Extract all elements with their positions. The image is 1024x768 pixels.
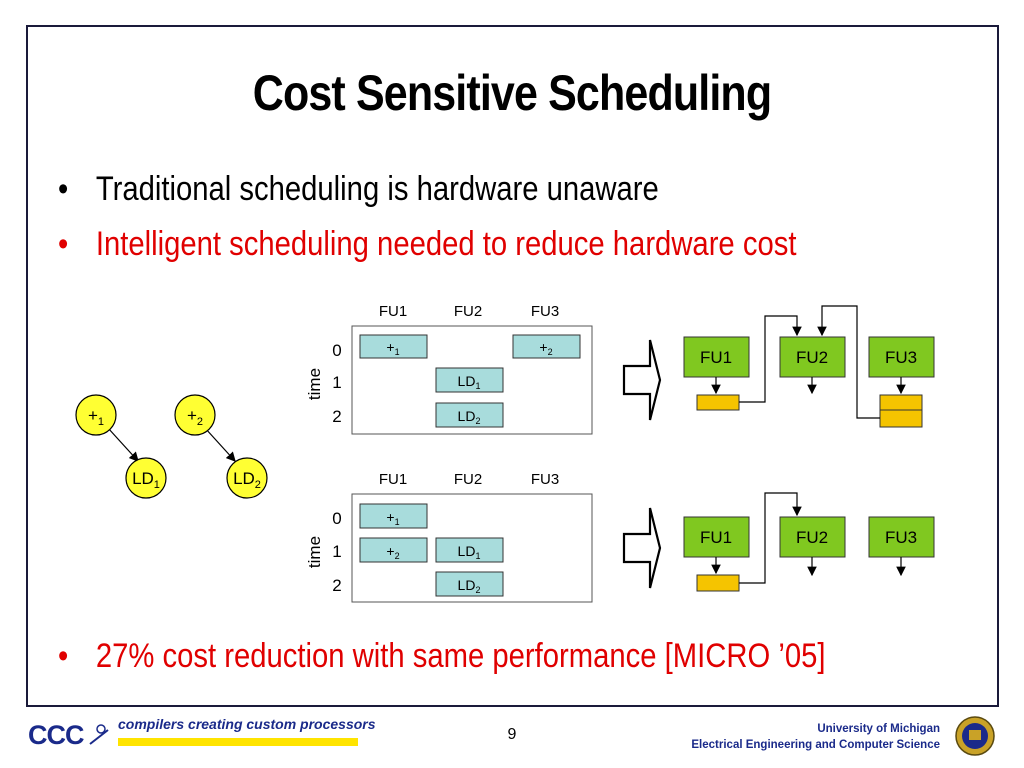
dfg-node-ld1 [125, 457, 167, 499]
footer-tagline: compilers creating custom processors [118, 716, 376, 732]
dfg-node-ld2-label: LD2 [233, 469, 261, 491]
fu-header-fu2: FU2 [454, 471, 482, 488]
fu-header-fu2: FU2 [454, 303, 482, 320]
hardware-top: FU1 FU2 FU3 [683, 305, 935, 428]
ccc-logo: CCC [28, 720, 84, 750]
dfg-node-add1-label: +1 [88, 406, 104, 428]
fu-header-fu1: FU1 [379, 303, 407, 320]
fu-block-fu3 [868, 336, 935, 378]
university-credit: University of Michigan Electrical Engine… [691, 721, 940, 753]
op-add1-label: +1 [386, 509, 399, 527]
fu-block-fu2 [779, 336, 846, 378]
bullet-1: • Traditional scheduling is hardware unaw… [58, 170, 659, 209]
op-add2-label: +2 [539, 339, 552, 357]
op-ld1-label: LD1 [458, 373, 481, 391]
dfg-node-ld2 [226, 457, 268, 499]
op-add1-label: +1 [386, 339, 399, 357]
schedule-top: FU1 FU2 FU3 time 0 1 2 +1 +2 LD1 LD2 [305, 303, 593, 435]
result-arrow-icon [622, 507, 662, 589]
op-ld2-label: LD2 [458, 577, 481, 595]
op-ld2-label: LD2 [458, 408, 481, 426]
op-add2 [512, 334, 581, 359]
register-block [696, 574, 740, 592]
fu-header-fu3: FU3 [531, 471, 559, 488]
hardware-bottom: FU1 FU2 FU3 [683, 492, 935, 592]
bullet-dot: • [58, 637, 69, 675]
fu-block-label: FU3 [885, 348, 917, 367]
time-row-1: 1 [332, 373, 341, 392]
bullet-3-text: 27% cost reduction with same performance… [95, 637, 826, 675]
dfg-node-add1 [75, 394, 117, 436]
bullet-dot: • [58, 225, 69, 263]
time-axis-label: time [305, 368, 324, 400]
bullet-1-text: Traditional scheduling is hardware unawa… [95, 170, 659, 208]
register-block [879, 409, 923, 428]
slide-title: Cost Sensitive Scheduling [252, 65, 772, 121]
fu-block-label: FU1 [700, 528, 732, 547]
register-block [696, 394, 740, 411]
bullet-dot: • [58, 170, 69, 208]
op-ld2 [435, 402, 504, 428]
fu-header-fu3: FU3 [531, 303, 559, 320]
op-ld1 [435, 537, 504, 563]
op-ld1 [435, 367, 504, 393]
dfg-node-add2 [174, 394, 216, 436]
time-row-2: 2 [332, 407, 341, 426]
fu-block-fu2 [779, 516, 846, 558]
tagline-bar [118, 738, 358, 746]
time-row-0: 0 [332, 341, 341, 360]
university-name: University of Michigan [817, 723, 940, 735]
university-seal-icon [955, 716, 995, 756]
op-add2-label: +2 [386, 543, 399, 561]
result-arrow-icon [622, 339, 662, 421]
op-add2 [359, 537, 428, 563]
time-axis-label: time [305, 536, 324, 568]
op-ld2 [435, 571, 504, 597]
fu-block-label: FU3 [885, 528, 917, 547]
data-flow-graph: +1 +2 LD1 LD2 [75, 394, 268, 499]
time-row-0: 0 [332, 509, 341, 528]
time-row-1: 1 [332, 542, 341, 561]
fu-block-label: FU2 [796, 348, 828, 367]
op-ld1-label: LD1 [458, 543, 481, 561]
ccc-logo-icon [89, 724, 109, 745]
fu-block-label: FU2 [796, 528, 828, 547]
bullet-3: • 27% cost reduction with same performanc… [58, 637, 826, 676]
time-row-2: 2 [332, 576, 341, 595]
department-name: Electrical Engineering and Computer Scie… [691, 739, 940, 751]
dfg-node-ld1-label: LD1 [132, 469, 160, 491]
fu-header-fu1: FU1 [379, 471, 407, 488]
register-block [879, 394, 923, 411]
dfg-node-add2-label: +2 [187, 406, 203, 428]
bullet-2-text: Intelligent scheduling needed to reduce … [95, 225, 797, 263]
op-add1 [359, 334, 428, 359]
bullet-2: • Intelligent scheduling needed to reduce… [58, 225, 796, 264]
fu-block-label: FU1 [700, 348, 732, 367]
op-add1 [359, 503, 428, 529]
schedule-bottom: FU1 FU2 FU3 time 0 1 2 +1 +2 LD1 LD2 [305, 471, 593, 603]
page-number: 9 [507, 726, 517, 743]
slide-frame [26, 25, 999, 707]
fu-block-fu1 [683, 336, 750, 378]
